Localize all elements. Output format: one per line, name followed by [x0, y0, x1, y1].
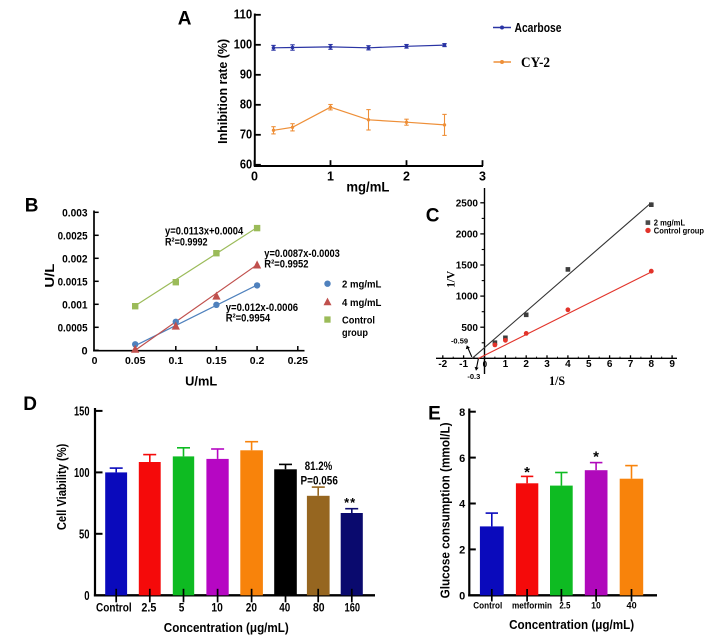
svg-text:Control: Control: [96, 600, 132, 614]
svg-text:81.2%: 81.2%: [305, 459, 333, 473]
svg-text:Inhibition rate (%): Inhibition rate (%): [215, 39, 230, 144]
svg-text:2500: 2500: [456, 198, 479, 209]
svg-text:0.0015: 0.0015: [58, 276, 88, 288]
svg-text:9: 9: [669, 359, 675, 370]
svg-text:1000: 1000: [456, 292, 479, 303]
svg-text:2 mg/mL: 2 mg/mL: [342, 279, 382, 291]
svg-text:2.5: 2.5: [141, 600, 156, 614]
svg-text:0.05: 0.05: [125, 355, 146, 367]
svg-text:metformin: metformin: [512, 600, 552, 610]
svg-text:0.25: 0.25: [288, 355, 309, 367]
svg-text:**: **: [344, 495, 356, 510]
svg-text:5: 5: [586, 359, 592, 370]
svg-text:Concentration (μg/mL): Concentration (μg/mL): [164, 620, 289, 635]
svg-text:7: 7: [628, 359, 634, 370]
svg-text:50: 50: [79, 527, 90, 542]
svg-text:6: 6: [607, 359, 613, 370]
svg-text:0.1: 0.1: [168, 355, 183, 367]
svg-text:0.003: 0.003: [62, 207, 88, 219]
svg-text:3: 3: [479, 169, 486, 183]
svg-text:0: 0: [92, 355, 98, 367]
svg-text:-2: -2: [438, 359, 447, 370]
svg-text:1500: 1500: [456, 261, 479, 272]
svg-text:group: group: [342, 327, 368, 339]
svg-text:5: 5: [179, 600, 185, 614]
svg-text:40: 40: [627, 600, 637, 610]
svg-text:Control: Control: [473, 600, 502, 610]
svg-text:2: 2: [403, 169, 410, 183]
svg-text:20: 20: [246, 600, 257, 614]
svg-text:2: 2: [523, 359, 529, 370]
svg-text:Control group: Control group: [654, 227, 704, 236]
svg-text:0: 0: [459, 591, 465, 603]
svg-text:1/V: 1/V: [444, 270, 458, 287]
svg-text:0.0005: 0.0005: [58, 322, 88, 334]
svg-text:70: 70: [240, 128, 252, 142]
svg-text:1: 1: [503, 359, 509, 370]
svg-text:-0.59: -0.59: [451, 337, 468, 346]
svg-text:0.001: 0.001: [62, 299, 88, 311]
svg-text:mg/mL: mg/mL: [346, 180, 389, 195]
svg-text:P=0.056: P=0.056: [301, 474, 339, 488]
svg-text:U/mL: U/mL: [185, 374, 217, 388]
svg-text:2.5: 2.5: [559, 600, 570, 610]
svg-text:1/S: 1/S: [549, 373, 565, 388]
svg-text:4: 4: [565, 359, 571, 370]
svg-text:80: 80: [240, 98, 252, 112]
svg-text:0.0025: 0.0025: [58, 230, 88, 242]
svg-text:Concentration (μg/mL): Concentration (μg/mL): [509, 617, 634, 632]
svg-text:E: E: [428, 404, 441, 425]
svg-text:y=0.012x-0.0006: y=0.012x-0.0006: [226, 302, 298, 314]
svg-text:0: 0: [251, 169, 258, 183]
svg-text:R²=0.9952: R²=0.9952: [264, 259, 308, 271]
svg-text:8: 8: [649, 359, 655, 370]
svg-text:-0.3: -0.3: [467, 372, 480, 381]
svg-text:8: 8: [459, 407, 465, 419]
svg-text:B: B: [25, 195, 39, 216]
svg-text:80: 80: [313, 600, 325, 614]
svg-text:0.15: 0.15: [206, 355, 227, 367]
svg-text:y=0.0113x+0.0004: y=0.0113x+0.0004: [165, 226, 244, 238]
svg-text:100: 100: [74, 465, 90, 480]
svg-text:40: 40: [279, 600, 290, 614]
svg-text:CY-2: CY-2: [521, 55, 550, 71]
svg-text:*: *: [524, 464, 530, 481]
svg-text:0: 0: [483, 360, 488, 369]
svg-text:Acarbose: Acarbose: [515, 20, 562, 35]
svg-text:Glucose consumption (mmol/L): Glucose consumption (mmol/L): [438, 422, 453, 598]
svg-text:0: 0: [81, 345, 87, 357]
svg-text:0.2: 0.2: [250, 355, 265, 367]
svg-text:60: 60: [240, 158, 252, 172]
svg-text:2 mg/mL: 2 mg/mL: [654, 219, 685, 228]
svg-text:2: 2: [459, 545, 465, 557]
svg-text:Control: Control: [342, 315, 375, 327]
svg-text:C: C: [426, 206, 440, 227]
svg-text:10: 10: [211, 600, 223, 614]
svg-text:4 mg/mL: 4 mg/mL: [342, 297, 382, 309]
svg-text:4: 4: [459, 499, 466, 511]
svg-text:2000: 2000: [456, 230, 479, 241]
svg-text:150: 150: [74, 404, 90, 419]
svg-text:1: 1: [327, 169, 334, 183]
svg-text:A: A: [178, 8, 192, 29]
svg-text:3: 3: [544, 359, 550, 370]
svg-text:-1: -1: [459, 359, 468, 370]
svg-text:0: 0: [84, 588, 89, 603]
svg-text:160: 160: [345, 600, 361, 614]
svg-text:100: 100: [234, 38, 252, 52]
svg-text:y=0.0087x-0.0003: y=0.0087x-0.0003: [264, 248, 340, 260]
svg-text:U/L: U/L: [42, 264, 57, 288]
svg-text:10: 10: [591, 600, 601, 610]
svg-text:500: 500: [461, 323, 478, 334]
svg-text:*: *: [593, 449, 599, 466]
svg-text:D: D: [23, 394, 37, 415]
svg-text:Cell Viability (%): Cell Viability (%): [55, 444, 69, 531]
svg-text:R²=0.9992: R²=0.9992: [165, 237, 208, 249]
svg-text:6: 6: [459, 453, 465, 465]
svg-text:90: 90: [240, 68, 252, 82]
svg-text:0.002: 0.002: [62, 253, 88, 265]
svg-text:110: 110: [234, 8, 252, 22]
svg-text:R²=0.9954: R²=0.9954: [226, 312, 271, 324]
